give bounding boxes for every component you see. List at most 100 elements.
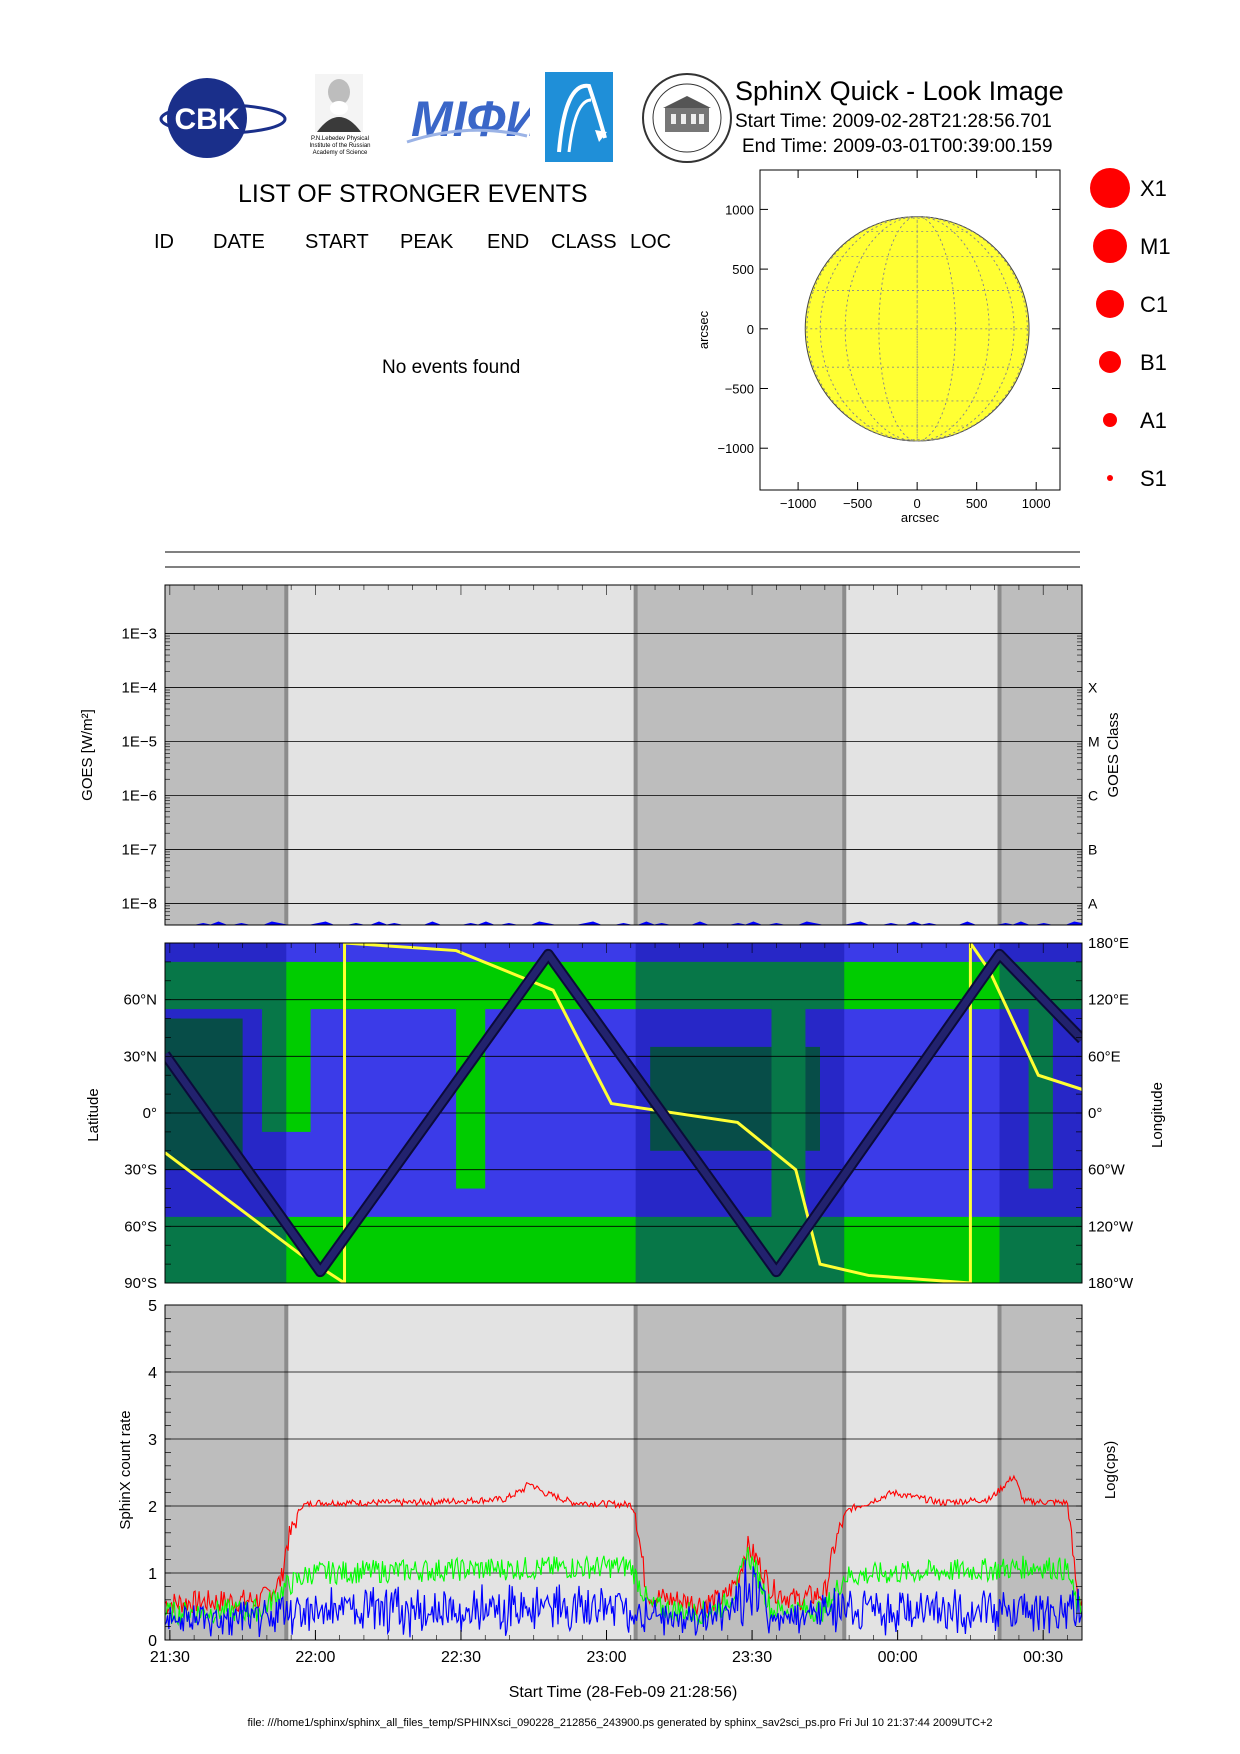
- latitude-track: [165, 950, 1082, 1276]
- orbit-ylabel: Latitude: [85, 1088, 102, 1141]
- mifi-logo: MIФИ: [406, 91, 530, 147]
- orbit-ytick-label: 30°N: [123, 1048, 157, 1065]
- disk-xtick-label: −1000: [780, 496, 817, 511]
- footer-file-info: file: ///home1/sphinx/sphinx_all_files_t…: [247, 1717, 993, 1729]
- page-title: SphinX Quick - Look Image: [735, 76, 1064, 106]
- sphinx-series-channel-red: [165, 1474, 1082, 1615]
- disk-ytick-label: 0: [747, 322, 754, 337]
- orbit-ytick-label: 60°S: [124, 1218, 157, 1235]
- goes-y2label: GOES Class: [1105, 712, 1122, 797]
- goes-ytick-label: 1E−7: [122, 841, 157, 858]
- cbk-pan-logo: CBK: [159, 78, 287, 158]
- legend-label-c1: C1: [1140, 292, 1168, 317]
- sphinx-xlabel: Start Time (28-Feb-09 21:28:56): [509, 1684, 738, 1701]
- sphinx-ytick-label: 5: [148, 1298, 157, 1315]
- goes-ytick-label: 1E−5: [122, 734, 157, 751]
- goes-ytick-label: 1E−4: [122, 680, 157, 697]
- sphinx-ytick-label: 1: [148, 1566, 157, 1583]
- land-continent-1: [262, 999, 311, 1132]
- orbit-y2tick-label: 120°E: [1088, 992, 1129, 1009]
- disk-xtick-label: 0: [914, 496, 921, 511]
- orbit-y2label: Longitude: [1149, 1082, 1166, 1148]
- goes-ytick-label: 1E−8: [122, 895, 157, 912]
- night-band: [999, 1305, 1082, 1640]
- disk-meridian: [819, 216, 1015, 442]
- start-time: Start Time: 2009-02-28T21:28:56.701: [735, 111, 1052, 132]
- time-series-chart: 1E−8 1E−7 1E−6 1E−5 1E−4 1E−3 A B C M X GOES [W/m²…: [79, 584, 1166, 1701]
- legend-label-a1: A1: [1140, 408, 1167, 433]
- longitude-track: [165, 943, 1082, 1283]
- legend-label-m1: M1: [1140, 234, 1171, 259]
- orbit-y2tick-label: 60°E: [1088, 1048, 1121, 1065]
- orbit-y2tick-label: 180°E: [1088, 935, 1129, 952]
- column-start: START: [305, 231, 369, 253]
- no-events-message: No events found: [382, 357, 521, 378]
- sphinx-ytick-label: 4: [148, 1365, 157, 1382]
- svg-text:Institute of the Russian: Institute of the Russian: [309, 143, 370, 149]
- sphinx-xtick-label: 00:30: [1023, 1649, 1063, 1666]
- goes-class-label-m: M: [1088, 734, 1100, 750]
- goes-ytick-label: 1E−3: [122, 626, 157, 643]
- disk-ytick-label: 500: [732, 262, 754, 277]
- goes-class-label-b: B: [1088, 841, 1097, 857]
- orbit-y2tick-label: 60°W: [1088, 1162, 1126, 1179]
- legend-marker-c1: [1096, 290, 1124, 318]
- sphinx-xtick-label: 23:00: [586, 1649, 626, 1666]
- disk-xtick-label: −500: [843, 496, 872, 511]
- land-northern: [165, 961, 1082, 1010]
- orbit-ytick-label: 0°: [143, 1105, 157, 1122]
- sphinx-frame: [164, 1304, 1083, 1641]
- sphinx-xtick-label: 22:00: [295, 1649, 335, 1666]
- legend-marker-a1: [1103, 413, 1117, 427]
- legend-marker-m1: [1093, 229, 1127, 263]
- sphinx-ytick-label: 0: [148, 1633, 157, 1650]
- sphinx-series-channel-blue: [165, 1559, 1082, 1638]
- sphinx-ylabel: SphinX count rate: [117, 1410, 134, 1529]
- lebedev-institute-logo: P.N.Lebedev Physical Institute of the Ru…: [309, 74, 371, 156]
- legend-label-x1: X1: [1140, 176, 1167, 201]
- legend-marker-s1: [1107, 475, 1113, 481]
- day-band: [165, 1305, 1082, 1640]
- svg-text:P.N.Lebedev Physical: P.N.Lebedev Physical: [311, 136, 369, 142]
- disk-frame: [759, 169, 1061, 491]
- svg-text:Academy of Science: Academy of Science: [313, 150, 368, 156]
- disk-ytick-label: −1000: [717, 441, 754, 456]
- class-legend: X1 M1 C1 B1 A1 S1: [1090, 168, 1171, 491]
- sphinx-xtick-label: 23:30: [732, 1649, 772, 1666]
- disk-ylabel: arcsec: [696, 310, 711, 349]
- roscosmos-logo: [545, 72, 613, 162]
- goes-ytick-label: 1E−6: [122, 787, 157, 804]
- events-heading: LIST OF STRONGER EVENTS: [238, 180, 588, 208]
- night-band: [999, 585, 1082, 925]
- separator-lines: [165, 551, 1080, 568]
- disk-meridian: [844, 216, 990, 442]
- sphinx-ytick-label: 3: [148, 1432, 157, 1449]
- legend-label-s1: S1: [1140, 466, 1167, 491]
- column-end: END: [487, 231, 530, 253]
- night-band: [635, 1305, 845, 1640]
- disk-xlabel: arcsec: [901, 510, 940, 525]
- sphinx-y2label: Log(cps): [1102, 1441, 1119, 1499]
- disk-xtick-label: 500: [966, 496, 988, 511]
- sphinx-xtick-label: 00:00: [878, 1649, 918, 1666]
- night-band: [165, 585, 287, 925]
- svg-text:CBK: CBK: [175, 103, 240, 136]
- legend-marker-x1: [1090, 168, 1130, 208]
- orbit-ytick-label: 30°S: [124, 1162, 157, 1179]
- goes-class-label-c: C: [1088, 787, 1098, 803]
- svg-text:MIФИ: MIФИ: [411, 91, 530, 147]
- column-class: CLASS: [551, 231, 617, 253]
- goes-ylabel: GOES [W/m²]: [79, 709, 96, 801]
- orbit-ytick-label: 60°N: [123, 992, 157, 1009]
- column-loc: LOC: [630, 231, 672, 253]
- university-seal-logo: [642, 73, 732, 163]
- orbit-ytick-label: 90°S: [124, 1275, 157, 1292]
- solar-disk-chart: −1000 −500 0 500 1000 −1000 −500 0 500 1000 arcse…: [696, 169, 1061, 525]
- column-date: DATE: [213, 231, 265, 253]
- goes-class-label-x: X: [1088, 680, 1098, 696]
- sphinx-ytick-label: 2: [148, 1499, 157, 1516]
- legend-marker-b1: [1099, 351, 1121, 373]
- legend-label-b1: B1: [1140, 350, 1167, 375]
- disk-xtick-label: 1000: [1022, 496, 1051, 511]
- orbit-y2tick-label: 120°W: [1088, 1218, 1134, 1235]
